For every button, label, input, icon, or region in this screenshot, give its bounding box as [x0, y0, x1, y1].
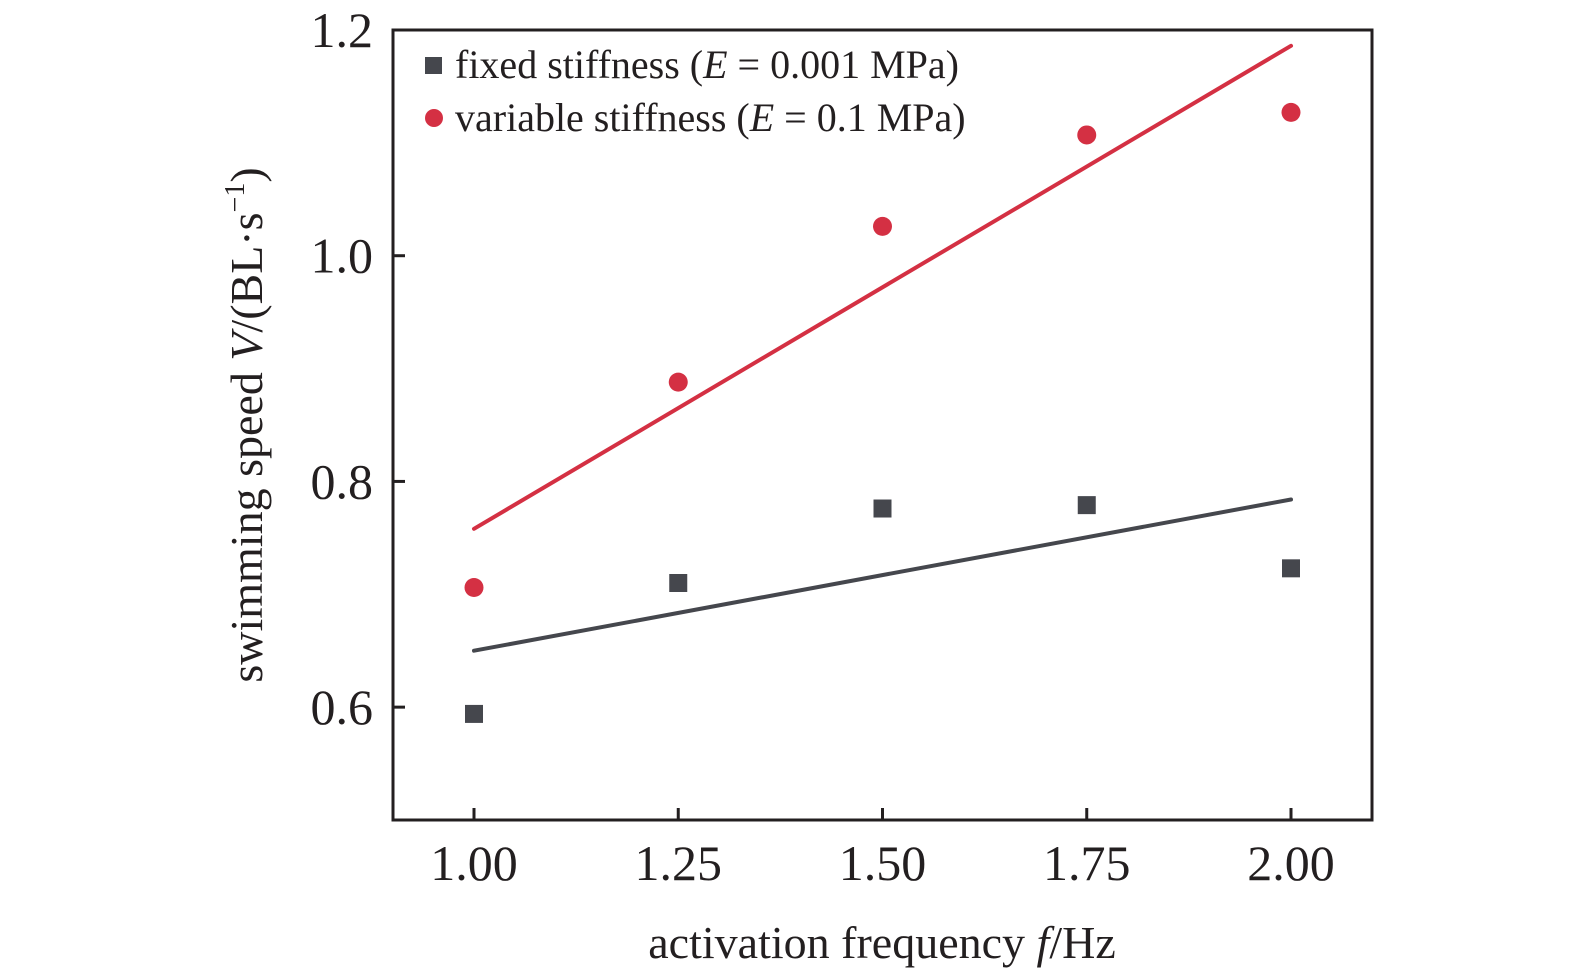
legend-fixed-pre: fixed stiffness ( — [455, 42, 703, 87]
y-tick-label: 0.8 — [311, 453, 374, 509]
x-tick-label: 1.00 — [430, 835, 518, 891]
x-tick-label: 1.25 — [635, 835, 723, 891]
x-tick-label: 1.50 — [839, 835, 927, 891]
y-axis: 0.6 0.8 1.0 1.2 — [311, 2, 405, 735]
legend-fixed-italic: E — [702, 42, 727, 87]
y-title-pre: swimming speed — [221, 361, 272, 683]
legend-label-variable: variable stiffness (E = 0.1 MPa) — [455, 95, 966, 140]
y-title-sup: −1 — [220, 183, 251, 213]
legend-marker-square — [425, 57, 442, 74]
data-point-variable — [668, 372, 688, 392]
data-point-variable — [1077, 125, 1097, 145]
x-tick-label: 1.75 — [1043, 835, 1131, 891]
plot-frame — [391, 28, 1374, 822]
legend-variable-pre: variable stiffness ( — [455, 95, 750, 140]
legend-fixed-post: = 0.001 MPa) — [728, 42, 959, 87]
data-point-fixed — [465, 704, 483, 723]
fit-line-variable — [472, 43, 1293, 531]
y-tick-label: 1.0 — [311, 228, 374, 284]
x-title-post: /Hz — [1049, 917, 1115, 968]
y-title-post: ) — [221, 167, 272, 182]
fit-line-fixed — [472, 497, 1293, 653]
data-point-fixed — [1077, 496, 1096, 515]
x-axis-title: activation frequency f/Hz — [648, 917, 1115, 968]
y-tick-label: 0.6 — [311, 679, 374, 735]
legend-variable-italic: E — [749, 95, 774, 140]
y-title-mid: /(BL·s — [221, 212, 272, 332]
legend-marker-circle — [425, 109, 443, 127]
data-point-variable — [1281, 102, 1301, 122]
y-tick-label: 1.2 — [311, 2, 374, 58]
y-title-italic: V — [221, 328, 272, 361]
legend-label-fixed: fixed stiffness (E = 0.001 MPa) — [455, 42, 959, 87]
data-point-fixed — [873, 499, 892, 518]
data-point-variable — [873, 216, 892, 236]
y-axis-title: swimming speed V/(BL·s−1) — [220, 167, 272, 682]
data-point-fixed — [669, 574, 688, 592]
data-point-variable — [464, 578, 484, 598]
legend: fixed stiffness (E = 0.001 MPa) variable… — [425, 42, 966, 140]
x-tick-label: 2.00 — [1247, 835, 1335, 891]
legend-variable-post: = 0.1 MPa) — [774, 95, 965, 140]
x-title-pre: activation frequency — [648, 917, 1036, 968]
fit-lines — [472, 43, 1293, 653]
data-point-fixed — [1282, 559, 1300, 578]
data-markers — [464, 102, 1301, 723]
x-axis: 1.00 1.25 1.50 1.75 2.00 — [430, 808, 1335, 891]
